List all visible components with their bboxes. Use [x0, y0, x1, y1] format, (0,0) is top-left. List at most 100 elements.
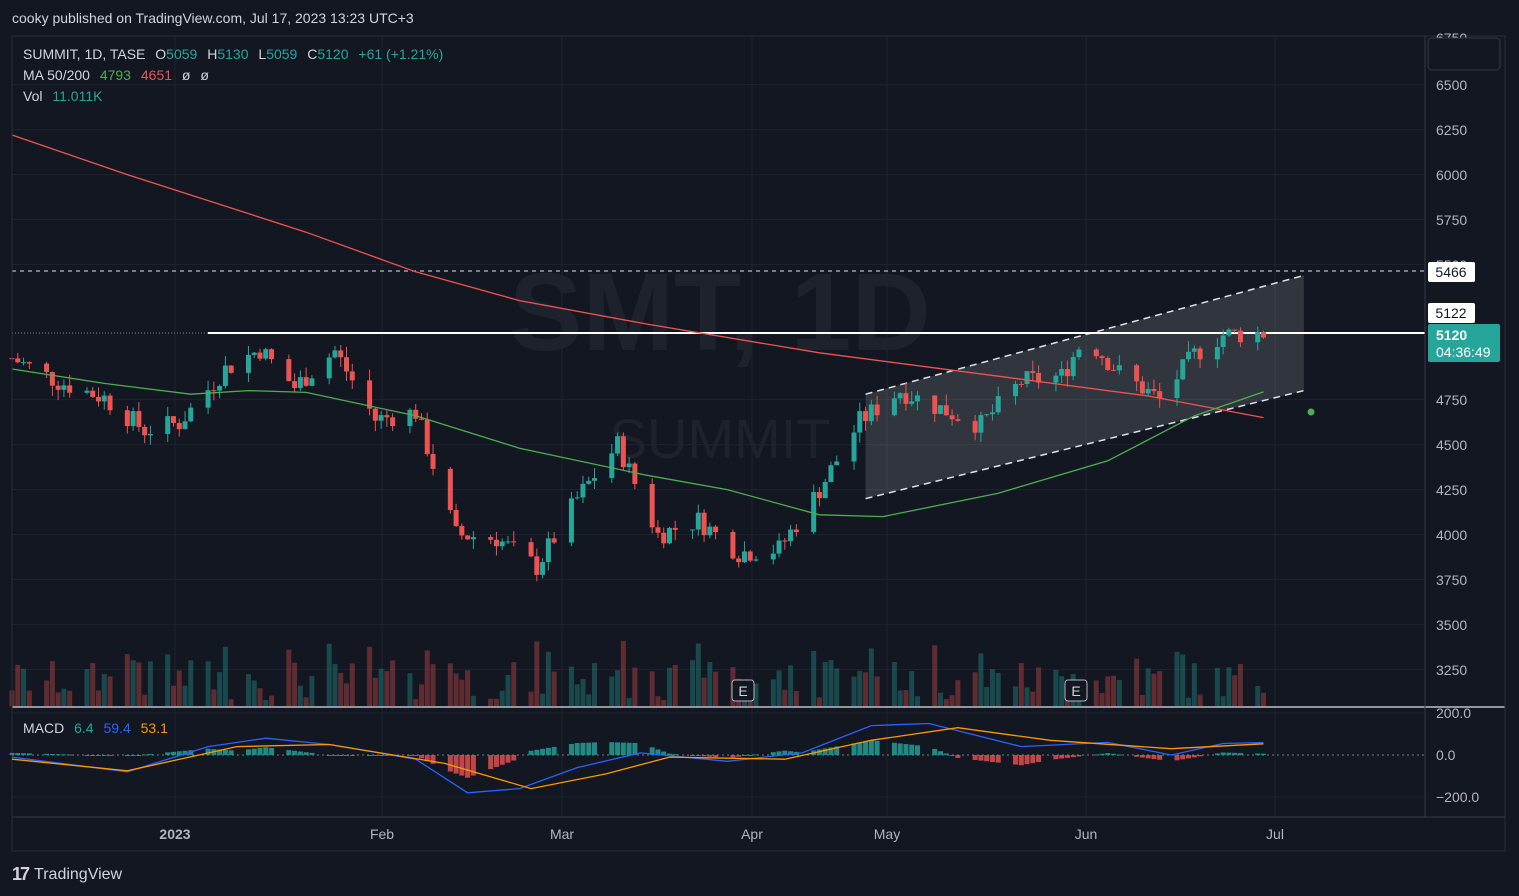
- macd-hist-bar: [378, 755, 384, 756]
- candle-body: [592, 478, 598, 481]
- macd-hist-bar: [1018, 755, 1024, 766]
- candle-body: [1237, 330, 1243, 343]
- macd-hist-bar: [1064, 755, 1070, 758]
- volume-bar: [1151, 673, 1157, 706]
- candle-body: [1261, 332, 1267, 338]
- ma-extra-1: ø: [181, 67, 191, 83]
- macd-hist-bar: [222, 749, 228, 755]
- volume-bar: [101, 673, 107, 706]
- volume-bar: [707, 662, 713, 706]
- macd-hist-bar: [136, 754, 142, 756]
- candle-body: [378, 415, 384, 421]
- volume-bars: [9, 640, 1267, 706]
- macd-hist-bar: [1226, 752, 1232, 755]
- macd-hist-bar: [1255, 753, 1261, 755]
- macd-hist-bar: [338, 755, 344, 756]
- volume-bar: [55, 692, 61, 706]
- ma200-line[interactable]: [11, 134, 1264, 419]
- macd-hist-bar: [165, 752, 171, 755]
- earnings-marker-1[interactable]: E: [731, 679, 755, 702]
- vol-legend[interactable]: Vol 11.011K: [23, 88, 108, 104]
- candle-body: [753, 559, 759, 561]
- price-tick-4750: 4750: [1436, 392, 1467, 408]
- volume-bar: [245, 674, 251, 706]
- macd-hist-bar: [666, 753, 672, 755]
- macd-hist-bar: [545, 747, 551, 755]
- macd-hist-bar: [1139, 755, 1145, 758]
- macd-hist-bar: [897, 743, 903, 755]
- volume-bar: [568, 666, 574, 706]
- price-label-5466[interactable]: 5466: [1428, 262, 1475, 282]
- candle-body: [107, 395, 113, 411]
- earnings-marker-1-label: E: [738, 683, 747, 699]
- channel-upper-line[interactable]: [865, 274, 1305, 395]
- volume-bar: [1099, 692, 1105, 706]
- macd-tick-200: 200.0: [1436, 705, 1471, 721]
- footer-brand[interactable]: 17 TradingView: [12, 864, 122, 885]
- macd-hist-bar: [67, 754, 73, 756]
- macd-hist-bar: [534, 749, 540, 755]
- candle-body: [626, 463, 632, 468]
- volume-bar: [788, 665, 794, 706]
- macd-line[interactable]: [11, 722, 1264, 794]
- volume-bar: [1191, 663, 1197, 706]
- price-tick-6500: 6500: [1436, 77, 1467, 93]
- candle-body: [1232, 329, 1238, 331]
- time-tick-mar: Mar: [550, 826, 574, 842]
- volume-bar: [545, 651, 551, 706]
- macd-hist-bar: [61, 754, 67, 756]
- volume-bar: [286, 649, 292, 706]
- candle-body: [367, 380, 373, 409]
- candle-body: [609, 453, 615, 479]
- volume-bar: [632, 667, 638, 706]
- volume-bar: [251, 680, 257, 706]
- candle-body: [49, 372, 55, 386]
- volume-bar: [228, 699, 234, 706]
- candle-body: [55, 385, 61, 390]
- volume-bar: [1013, 686, 1019, 706]
- macd-hist-bar: [1180, 755, 1186, 760]
- macd-hist-bar: [1036, 755, 1042, 763]
- macd-hist-bar: [891, 742, 897, 755]
- earnings-marker-2[interactable]: E: [1064, 679, 1088, 702]
- price-tick-4250: 4250: [1436, 482, 1467, 498]
- ma-legend[interactable]: MA 50/200 4793 4651 ø ø: [23, 67, 215, 83]
- macd-hist-bar: [90, 755, 96, 756]
- volume-bar: [499, 690, 505, 706]
- volume-bar: [176, 670, 182, 706]
- macd-hist-bar: [107, 755, 113, 756]
- macd-hist-bar: [182, 750, 188, 755]
- macd-hist-bar: [690, 755, 696, 756]
- candle-body: [891, 398, 897, 416]
- volume-bar: [1059, 676, 1065, 706]
- volume-bar: [67, 690, 73, 706]
- candle-body: [770, 553, 776, 560]
- candle-body: [205, 390, 211, 408]
- candle-body: [1076, 349, 1082, 358]
- macd-signal-line[interactable]: [11, 727, 1264, 790]
- ma50-line[interactable]: [11, 368, 1264, 518]
- price-label-5122[interactable]: 5122: [1428, 303, 1475, 323]
- candle-body: [995, 396, 1001, 413]
- macd-hist-bar: [782, 750, 788, 755]
- last-price-label[interactable]: 5120 04:36:49: [1428, 324, 1500, 362]
- macd-hist-bar: [834, 746, 840, 755]
- macd-hist-bar: [851, 743, 857, 755]
- close-label: C: [307, 46, 318, 62]
- volume-bar: [770, 679, 776, 706]
- macd-grid: [12, 712, 1425, 798]
- macd-hist-bar: [292, 750, 298, 755]
- ohlc-legend[interactable]: SUMMIT, 1D, TASE O5059 H5130 L5059 C5120…: [23, 46, 449, 62]
- volume-bar: [332, 664, 338, 706]
- price-scale-button[interactable]: [1427, 37, 1501, 71]
- volume-bar: [903, 690, 909, 706]
- candle-body: [245, 354, 251, 373]
- macd-hist-bar: [863, 741, 869, 755]
- candle-body: [211, 390, 217, 392]
- volume-bar: [897, 690, 903, 706]
- macd-legend[interactable]: MACD 6.4 59.4 53.1: [23, 720, 174, 736]
- channel-lower-line[interactable]: [865, 389, 1305, 500]
- volume-bar: [995, 672, 1001, 706]
- macd-hist-bar: [741, 755, 747, 756]
